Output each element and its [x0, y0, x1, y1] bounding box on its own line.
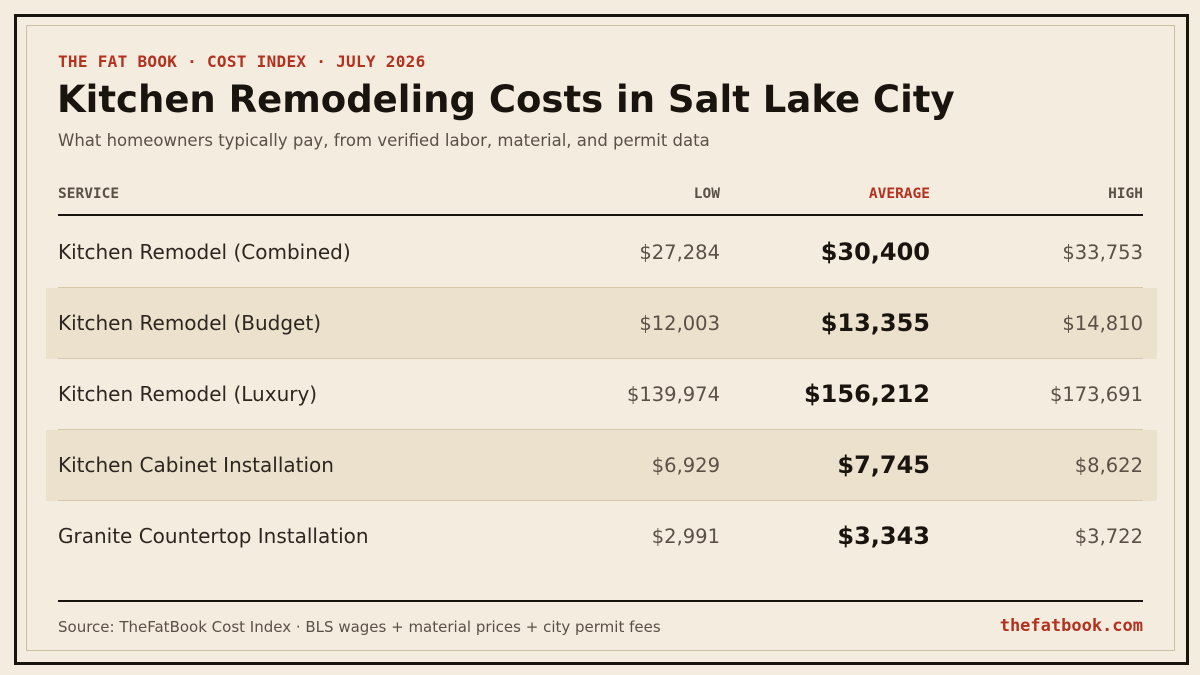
row-divider — [58, 500, 1143, 501]
eyebrow-label: THE FAT BOOK · COST INDEX · JULY 2026 — [58, 52, 426, 71]
low-cost: $2,991 — [651, 525, 720, 548]
row-divider — [58, 287, 1143, 288]
column-header-low: LOW — [693, 186, 720, 202]
average-cost: $7,745 — [837, 451, 930, 479]
service-name: Granite Countertop Installation — [58, 524, 369, 548]
low-cost: $27,284 — [639, 241, 720, 264]
column-header-service: SERVICE — [58, 186, 120, 202]
high-cost: $8,622 — [1074, 454, 1143, 477]
footer-divider — [58, 600, 1143, 602]
row-divider — [58, 358, 1143, 359]
service-name: Kitchen Remodel (Combined) — [58, 240, 351, 264]
service-name: Kitchen Remodel (Luxury) — [58, 382, 318, 406]
average-cost: $156,212 — [803, 380, 930, 408]
high-cost: $3,722 — [1074, 525, 1143, 548]
high-cost: $14,810 — [1062, 312, 1143, 335]
source-note: Source: TheFatBook Cost Index · BLS wage… — [58, 618, 661, 636]
average-cost: $30,400 — [820, 238, 930, 266]
column-header-high: HIGH — [1108, 186, 1143, 202]
table-row: Kitchen Cabinet Installation $6,929 $7,7… — [0, 430, 1200, 501]
service-name: Kitchen Remodel (Budget) — [58, 311, 321, 335]
page-title: Kitchen Remodeling Costs in Salt Lake Ci… — [57, 78, 955, 121]
table-row: Granite Countertop Installation $2,991 $… — [0, 501, 1200, 572]
row-divider — [58, 429, 1143, 430]
average-cost: $3,343 — [837, 522, 930, 550]
low-cost: $139,974 — [626, 383, 720, 406]
cost-table: Kitchen Remodel (Combined) $27,284 $30,4… — [0, 217, 1200, 572]
table-row: Kitchen Remodel (Luxury) $139,974 $156,2… — [0, 359, 1200, 430]
table-row: Kitchen Remodel (Budget) $12,003 $13,355… — [0, 288, 1200, 359]
page-subtitle: What homeowners typically pay, from veri… — [58, 131, 710, 150]
column-header-average: AVERAGE — [868, 186, 930, 202]
average-cost: $13,355 — [820, 309, 930, 337]
low-cost: $6,929 — [651, 454, 720, 477]
service-name: Kitchen Cabinet Installation — [58, 453, 334, 477]
site-link[interactable]: thefatbook.com — [999, 616, 1143, 636]
high-cost: $173,691 — [1049, 383, 1143, 406]
header-divider — [58, 214, 1143, 216]
inner-border — [26, 25, 1175, 651]
table-header: SERVICE LOW AVERAGE HIGH — [58, 186, 1143, 208]
outer-border — [14, 14, 1189, 665]
table-row: Kitchen Remodel (Combined) $27,284 $30,4… — [0, 217, 1200, 288]
low-cost: $12,003 — [639, 312, 720, 335]
high-cost: $33,753 — [1062, 241, 1143, 264]
